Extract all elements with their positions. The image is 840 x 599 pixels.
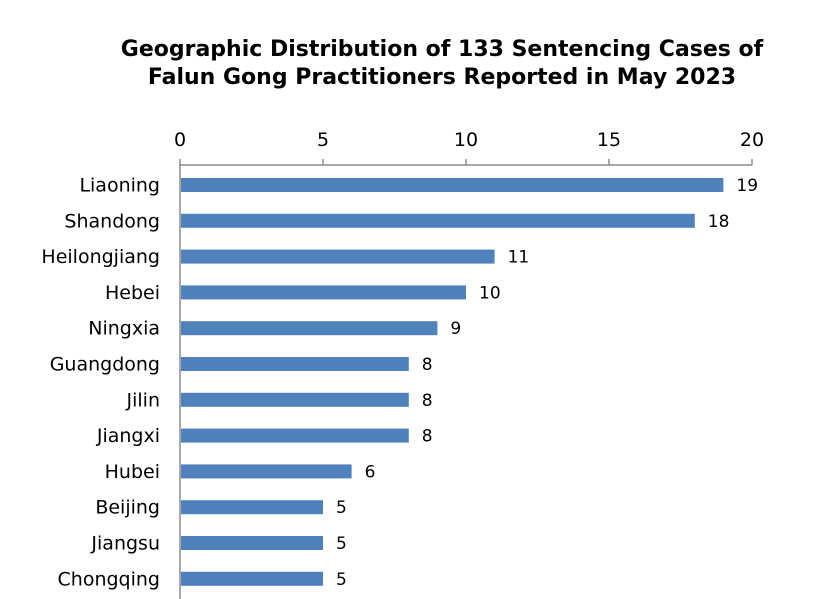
value-axis-tick-label: 0: [174, 129, 186, 151]
data-label: 5: [336, 498, 347, 518]
bar: [181, 571, 323, 586]
chart-title: Geographic Distribution of 133 Sentencin…: [121, 37, 764, 90]
category-label: Hubei: [105, 461, 160, 483]
chart-title-line: Geographic Distribution of 133 Sentencin…: [121, 37, 764, 62]
category-label: Hebei: [105, 282, 160, 304]
bar: [181, 357, 409, 371]
data-label: 8: [422, 355, 433, 375]
category-label: Heilongjiang: [41, 246, 160, 268]
category-label: Guangdong: [50, 354, 160, 376]
value-axis-tick-label: 20: [740, 129, 764, 151]
value-axis: [179, 164, 752, 599]
category-label: Ningxia: [88, 318, 160, 340]
bars: [181, 178, 724, 586]
category-label: Jilin: [126, 389, 160, 411]
data-label: 5: [336, 570, 347, 590]
category-axis-labels: Liaoning Shandong Heilongjiang Hebei Ningxia…: [41, 175, 160, 591]
category-label: Jiangxi: [96, 425, 160, 447]
data-label: 11: [508, 248, 530, 268]
bar: [181, 464, 352, 479]
data-label: 8: [422, 391, 433, 411]
value-axis-tick-label: 15: [597, 129, 621, 151]
value-axis-tick-label: 5: [317, 129, 329, 151]
bar: [181, 285, 466, 300]
category-label: Beijing: [95, 497, 160, 519]
data-label: 10: [479, 283, 501, 303]
data-label: 8: [422, 427, 433, 447]
bar: [181, 392, 409, 407]
bar: [181, 536, 323, 550]
bar: [181, 178, 724, 192]
data-label: 18: [708, 212, 730, 232]
bar: [181, 249, 495, 264]
bar: [181, 321, 438, 336]
data-label: 5: [336, 534, 347, 554]
category-label: Shandong: [64, 210, 160, 232]
data-label: 19: [736, 176, 758, 196]
bar: [181, 213, 695, 228]
category-label: Liaoning: [79, 175, 160, 197]
value-axis-ticks: 0 5 10 15 20: [174, 129, 764, 165]
data-label: 9: [450, 319, 461, 339]
bar: [181, 500, 323, 515]
value-axis-tick-label: 10: [454, 129, 478, 151]
category-label: Chongqing: [58, 568, 160, 590]
chart-title-line: Falun Gong Practitioners Reported in May…: [148, 65, 736, 90]
bar: [181, 428, 409, 443]
data-label: 6: [365, 462, 376, 482]
category-label: Jiangsu: [90, 533, 160, 555]
